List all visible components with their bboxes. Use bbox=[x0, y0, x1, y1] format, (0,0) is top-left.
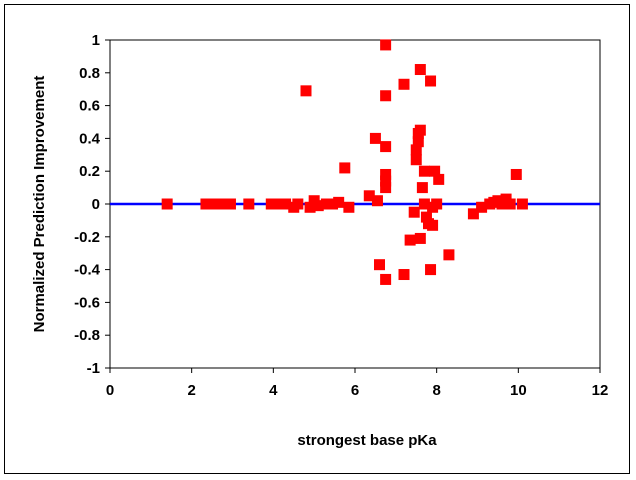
data-point bbox=[265, 198, 277, 210]
y-tick-label: 0.6 bbox=[79, 98, 100, 115]
data-point bbox=[410, 144, 422, 156]
chart-frame bbox=[4, 4, 630, 474]
y-tick-label: 0.2 bbox=[79, 163, 100, 180]
y-tick-label: -0.8 bbox=[74, 327, 100, 344]
data-point bbox=[280, 198, 292, 210]
data-point bbox=[380, 90, 392, 102]
data-point bbox=[516, 198, 528, 210]
data-point bbox=[410, 154, 422, 166]
data-point bbox=[369, 132, 381, 144]
data-point bbox=[380, 141, 392, 153]
data-point bbox=[374, 259, 385, 271]
data-point bbox=[327, 198, 339, 210]
data-point bbox=[333, 196, 345, 208]
data-point bbox=[398, 78, 410, 90]
data-point bbox=[271, 198, 283, 210]
data-point bbox=[504, 198, 516, 210]
data-point bbox=[425, 264, 437, 276]
x-tick-label: 2 bbox=[187, 382, 195, 399]
data-point bbox=[224, 198, 236, 210]
y-tick-label: 0 bbox=[92, 196, 100, 213]
data-point bbox=[218, 198, 230, 210]
data-point bbox=[404, 234, 416, 246]
x-tick-label: 0 bbox=[106, 382, 114, 399]
data-point bbox=[414, 124, 426, 136]
data-point bbox=[243, 198, 255, 210]
y-tick-label: 0.4 bbox=[79, 130, 101, 147]
data-point bbox=[161, 198, 173, 210]
data-point bbox=[414, 64, 426, 76]
y-tick-label: -0.2 bbox=[74, 229, 100, 246]
data-point bbox=[418, 198, 430, 210]
data-point bbox=[412, 136, 424, 148]
data-point bbox=[312, 200, 324, 212]
x-tick-label: 10 bbox=[510, 382, 527, 399]
data-point bbox=[339, 162, 351, 174]
data-point bbox=[414, 232, 426, 244]
data-point bbox=[304, 201, 316, 213]
data-point bbox=[320, 198, 332, 210]
data-point bbox=[380, 39, 392, 51]
data-point bbox=[510, 168, 522, 180]
data-point bbox=[416, 182, 428, 194]
data-point bbox=[433, 173, 445, 185]
data-point bbox=[300, 85, 312, 97]
y-tick-label: 1 bbox=[92, 32, 100, 49]
axes: 1 0.8 0.6 0.4 0.2 0 -0.2 -0.4 -0.6 -0.8 -1 0 2 4 6 8 10 1… bbox=[74, 32, 608, 399]
data-point bbox=[200, 198, 212, 210]
y-tick-label: -0.4 bbox=[74, 262, 101, 279]
y-tick-label: -0.6 bbox=[74, 294, 100, 311]
data-point bbox=[292, 198, 304, 210]
x-tick-label: 12 bbox=[592, 382, 609, 399]
data-point bbox=[427, 219, 439, 231]
x-tick-label: 4 bbox=[269, 382, 278, 399]
x-tick-label: 6 bbox=[351, 382, 359, 399]
x-tick-label: 8 bbox=[432, 382, 440, 399]
data-point bbox=[429, 165, 441, 177]
data-point bbox=[371, 195, 383, 207]
data-point bbox=[343, 201, 355, 213]
y-tick-label: -1 bbox=[87, 360, 100, 377]
data-point bbox=[380, 175, 392, 187]
data-point bbox=[467, 208, 479, 220]
data-point bbox=[380, 182, 392, 194]
data-point bbox=[476, 201, 488, 213]
data-point bbox=[408, 206, 420, 218]
data-point bbox=[425, 75, 437, 87]
x-axis-label: strongest base pKa bbox=[297, 432, 437, 449]
data-points bbox=[161, 39, 528, 285]
data-point bbox=[380, 168, 392, 180]
y-tick-label: 0.8 bbox=[79, 65, 100, 82]
data-point bbox=[420, 211, 432, 223]
data-point bbox=[431, 198, 443, 210]
data-point bbox=[443, 249, 455, 261]
y-axis-label: Normalized Prediction Improvement bbox=[31, 76, 48, 333]
data-point bbox=[398, 269, 410, 281]
data-point bbox=[418, 165, 430, 177]
data-point bbox=[363, 190, 375, 202]
data-point bbox=[380, 273, 392, 285]
